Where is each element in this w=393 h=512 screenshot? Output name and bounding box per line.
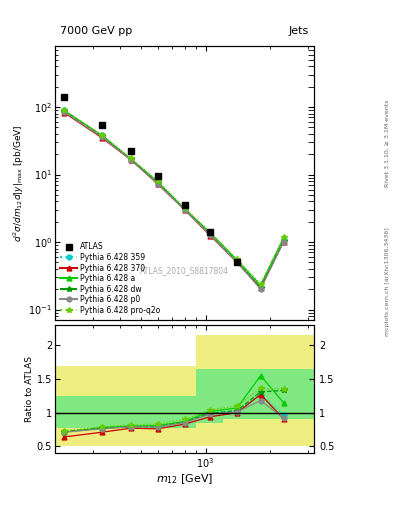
Pythia 6.428 p0 bbox=[62, 109, 66, 115]
Pythia 6.428 dw bbox=[208, 231, 213, 238]
Pythia 6.428 p0 bbox=[258, 286, 263, 292]
Text: Rivet 3.1.10, ≥ 3.1M events: Rivet 3.1.10, ≥ 3.1M events bbox=[385, 100, 389, 187]
Pythia 6.428 pro-q2o bbox=[208, 229, 213, 235]
Pythia 6.428 370 bbox=[258, 285, 263, 291]
Pythia 6.428 dw bbox=[258, 285, 263, 291]
Pythia 6.428 dw bbox=[235, 259, 239, 265]
Line: Pythia 6.428 359: Pythia 6.428 359 bbox=[62, 108, 286, 289]
Pythia 6.428 a bbox=[99, 132, 104, 138]
Pythia 6.428 dw bbox=[156, 180, 160, 186]
Pythia 6.428 a bbox=[208, 229, 213, 236]
Y-axis label: Ratio to ATLAS: Ratio to ATLAS bbox=[25, 356, 34, 422]
Pythia 6.428 359 bbox=[182, 206, 187, 212]
Pythia 6.428 370 bbox=[156, 181, 160, 187]
Line: Pythia 6.428 dw: Pythia 6.428 dw bbox=[61, 109, 286, 291]
Pythia 6.428 pro-q2o bbox=[62, 107, 66, 113]
Pythia 6.428 a bbox=[182, 206, 187, 212]
Line: ATLAS: ATLAS bbox=[61, 94, 240, 265]
Pythia 6.428 dw bbox=[99, 133, 104, 139]
Legend: ATLAS, Pythia 6.428 359, Pythia 6.428 370, Pythia 6.428 a, Pythia 6.428 dw, Pyth: ATLAS, Pythia 6.428 359, Pythia 6.428 37… bbox=[57, 240, 163, 318]
Pythia 6.428 dw bbox=[281, 238, 286, 244]
X-axis label: $m_{12}$ [GeV]: $m_{12}$ [GeV] bbox=[156, 473, 213, 486]
Pythia 6.428 p0 bbox=[235, 259, 239, 265]
Line: Pythia 6.428 pro-q2o: Pythia 6.428 pro-q2o bbox=[61, 108, 286, 287]
Pythia 6.428 370 bbox=[129, 157, 133, 163]
Y-axis label: $d^2\sigma/dm_{12}d|y|_{\rm max}$ [pb/GeV]: $d^2\sigma/dm_{12}d|y|_{\rm max}$ [pb/Ge… bbox=[11, 124, 26, 242]
Pythia 6.428 p0 bbox=[182, 207, 187, 213]
Pythia 6.428 pro-q2o bbox=[235, 256, 239, 262]
Pythia 6.428 pro-q2o bbox=[281, 234, 286, 240]
ATLAS bbox=[156, 173, 160, 179]
Pythia 6.428 pro-q2o bbox=[258, 281, 263, 287]
Pythia 6.428 370 bbox=[281, 239, 286, 245]
Pythia 6.428 p0 bbox=[99, 134, 104, 140]
Text: ATLAS_2010_S8817804: ATLAS_2010_S8817804 bbox=[140, 266, 229, 275]
Pythia 6.428 359 bbox=[99, 132, 104, 138]
Pythia 6.428 pro-q2o bbox=[99, 132, 104, 138]
ATLAS bbox=[182, 202, 187, 208]
ATLAS bbox=[62, 94, 66, 100]
Pythia 6.428 a bbox=[156, 179, 160, 185]
Pythia 6.428 a bbox=[129, 156, 133, 162]
Pythia 6.428 p0 bbox=[281, 239, 286, 245]
ATLAS bbox=[129, 148, 133, 155]
Text: Jets: Jets bbox=[289, 27, 309, 36]
Pythia 6.428 a bbox=[235, 257, 239, 263]
Pythia 6.428 pro-q2o bbox=[182, 205, 187, 211]
Pythia 6.428 pro-q2o bbox=[129, 155, 133, 161]
Pythia 6.428 dw bbox=[129, 156, 133, 162]
Pythia 6.428 a bbox=[258, 282, 263, 288]
Pythia 6.428 370 bbox=[99, 135, 104, 141]
Pythia 6.428 370 bbox=[62, 110, 66, 116]
Pythia 6.428 370 bbox=[235, 259, 239, 265]
Text: mcplots.cern.ch [arXiv:1306.3436]: mcplots.cern.ch [arXiv:1306.3436] bbox=[385, 227, 389, 336]
Line: Pythia 6.428 a: Pythia 6.428 a bbox=[62, 108, 286, 288]
ATLAS bbox=[208, 229, 213, 235]
Pythia 6.428 359 bbox=[208, 230, 213, 237]
Pythia 6.428 359 bbox=[156, 179, 160, 185]
Pythia 6.428 359 bbox=[281, 236, 286, 242]
ATLAS bbox=[235, 259, 239, 265]
Line: Pythia 6.428 p0: Pythia 6.428 p0 bbox=[62, 110, 286, 292]
Pythia 6.428 pro-q2o bbox=[156, 178, 160, 184]
Pythia 6.428 359 bbox=[62, 107, 66, 113]
Pythia 6.428 p0 bbox=[156, 181, 160, 187]
Pythia 6.428 370 bbox=[208, 232, 213, 239]
Pythia 6.428 dw bbox=[182, 206, 187, 212]
Pythia 6.428 359 bbox=[129, 156, 133, 162]
Pythia 6.428 a bbox=[62, 107, 66, 113]
Pythia 6.428 359 bbox=[235, 258, 239, 264]
ATLAS bbox=[99, 121, 104, 127]
Text: 7000 GeV pp: 7000 GeV pp bbox=[60, 27, 132, 36]
Pythia 6.428 359 bbox=[258, 283, 263, 289]
Pythia 6.428 p0 bbox=[129, 157, 133, 163]
Pythia 6.428 dw bbox=[62, 108, 66, 114]
Line: Pythia 6.428 370: Pythia 6.428 370 bbox=[62, 110, 286, 290]
Pythia 6.428 a bbox=[281, 235, 286, 241]
Pythia 6.428 p0 bbox=[208, 232, 213, 238]
Pythia 6.428 370 bbox=[182, 207, 187, 213]
